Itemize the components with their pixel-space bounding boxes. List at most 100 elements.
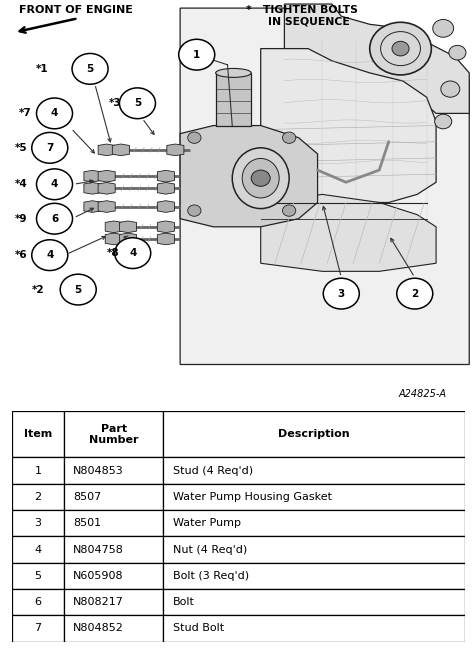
Circle shape: [36, 203, 73, 234]
Text: *9: *9: [15, 214, 27, 224]
Polygon shape: [180, 126, 318, 227]
Polygon shape: [98, 144, 115, 156]
Circle shape: [251, 170, 270, 187]
Polygon shape: [119, 221, 137, 233]
Text: 1: 1: [193, 50, 201, 60]
Text: FRONT OF ENGINE: FRONT OF ENGINE: [19, 5, 133, 15]
Text: 4: 4: [46, 250, 54, 260]
Polygon shape: [98, 183, 115, 194]
Polygon shape: [157, 170, 174, 182]
Polygon shape: [12, 537, 64, 562]
Circle shape: [36, 169, 73, 200]
Text: 2: 2: [34, 492, 41, 502]
Text: Bolt: Bolt: [173, 597, 194, 607]
Polygon shape: [261, 194, 436, 272]
Polygon shape: [64, 562, 164, 589]
Polygon shape: [261, 49, 436, 202]
Polygon shape: [105, 221, 122, 233]
Text: N808217: N808217: [73, 597, 124, 607]
Text: 3: 3: [35, 518, 41, 528]
Text: *   TIGHTEN BOLTS: * TIGHTEN BOLTS: [246, 5, 358, 15]
Text: *4: *4: [15, 179, 28, 189]
Text: 5: 5: [134, 98, 141, 108]
Polygon shape: [12, 589, 64, 615]
Text: 4: 4: [51, 108, 58, 119]
Polygon shape: [12, 510, 64, 537]
Circle shape: [179, 40, 215, 70]
Text: N804853: N804853: [73, 466, 124, 476]
Polygon shape: [98, 201, 115, 213]
Circle shape: [60, 274, 96, 305]
Polygon shape: [84, 201, 101, 213]
Circle shape: [433, 19, 454, 37]
Polygon shape: [64, 484, 164, 510]
Text: 7: 7: [46, 143, 54, 153]
Text: Water Pump Housing Gasket: Water Pump Housing Gasket: [173, 492, 331, 502]
Polygon shape: [12, 615, 64, 642]
Circle shape: [188, 205, 201, 216]
Polygon shape: [84, 170, 101, 182]
Polygon shape: [164, 457, 465, 484]
Text: 5: 5: [35, 571, 41, 581]
Polygon shape: [64, 457, 164, 484]
Polygon shape: [12, 484, 64, 510]
Text: 4: 4: [129, 248, 137, 258]
Polygon shape: [98, 170, 115, 182]
Polygon shape: [12, 457, 64, 484]
Polygon shape: [64, 411, 164, 457]
Text: *2: *2: [32, 284, 45, 295]
Polygon shape: [64, 510, 164, 537]
Text: Water Pump: Water Pump: [173, 518, 240, 528]
Polygon shape: [157, 233, 174, 245]
Polygon shape: [164, 615, 465, 642]
Circle shape: [392, 41, 409, 56]
Text: *8: *8: [107, 248, 119, 258]
Polygon shape: [119, 233, 137, 245]
Polygon shape: [64, 589, 164, 615]
Polygon shape: [105, 233, 122, 245]
Circle shape: [283, 132, 296, 143]
Polygon shape: [164, 562, 465, 589]
Ellipse shape: [242, 159, 279, 198]
Polygon shape: [64, 537, 164, 562]
Polygon shape: [157, 201, 174, 213]
Polygon shape: [164, 484, 465, 510]
Text: Part
Number: Part Number: [89, 424, 138, 445]
Polygon shape: [164, 411, 465, 457]
Polygon shape: [157, 221, 174, 233]
Circle shape: [283, 205, 296, 216]
Circle shape: [36, 98, 73, 129]
Circle shape: [32, 132, 68, 163]
Circle shape: [441, 81, 460, 97]
Circle shape: [370, 22, 431, 75]
Text: 6: 6: [35, 597, 41, 607]
Text: N804758: N804758: [73, 544, 124, 555]
Polygon shape: [64, 615, 164, 642]
Polygon shape: [164, 537, 465, 562]
Text: 4: 4: [34, 544, 41, 555]
Polygon shape: [164, 510, 465, 537]
Text: *3: *3: [109, 98, 122, 108]
Polygon shape: [216, 73, 251, 126]
Circle shape: [323, 278, 359, 309]
Text: Stud (4 Req'd): Stud (4 Req'd): [173, 466, 253, 476]
Polygon shape: [180, 8, 469, 364]
Circle shape: [397, 278, 433, 309]
Polygon shape: [12, 411, 64, 457]
Text: 6: 6: [51, 214, 58, 224]
Text: IN SEQUENCE: IN SEQUENCE: [268, 16, 349, 26]
Circle shape: [435, 114, 452, 129]
Text: Item: Item: [24, 430, 52, 439]
Polygon shape: [204, 142, 289, 211]
Ellipse shape: [216, 69, 251, 77]
Text: 1: 1: [35, 466, 41, 476]
Text: Stud Bolt: Stud Bolt: [173, 623, 224, 633]
Text: *1: *1: [36, 64, 48, 74]
Text: *6: *6: [15, 250, 28, 260]
Text: Bolt (3 Req'd): Bolt (3 Req'd): [173, 571, 249, 581]
Text: 4: 4: [51, 179, 58, 189]
Text: 3: 3: [337, 288, 345, 299]
Text: 8501: 8501: [73, 518, 101, 528]
Polygon shape: [157, 183, 174, 194]
Text: N605908: N605908: [73, 571, 124, 581]
